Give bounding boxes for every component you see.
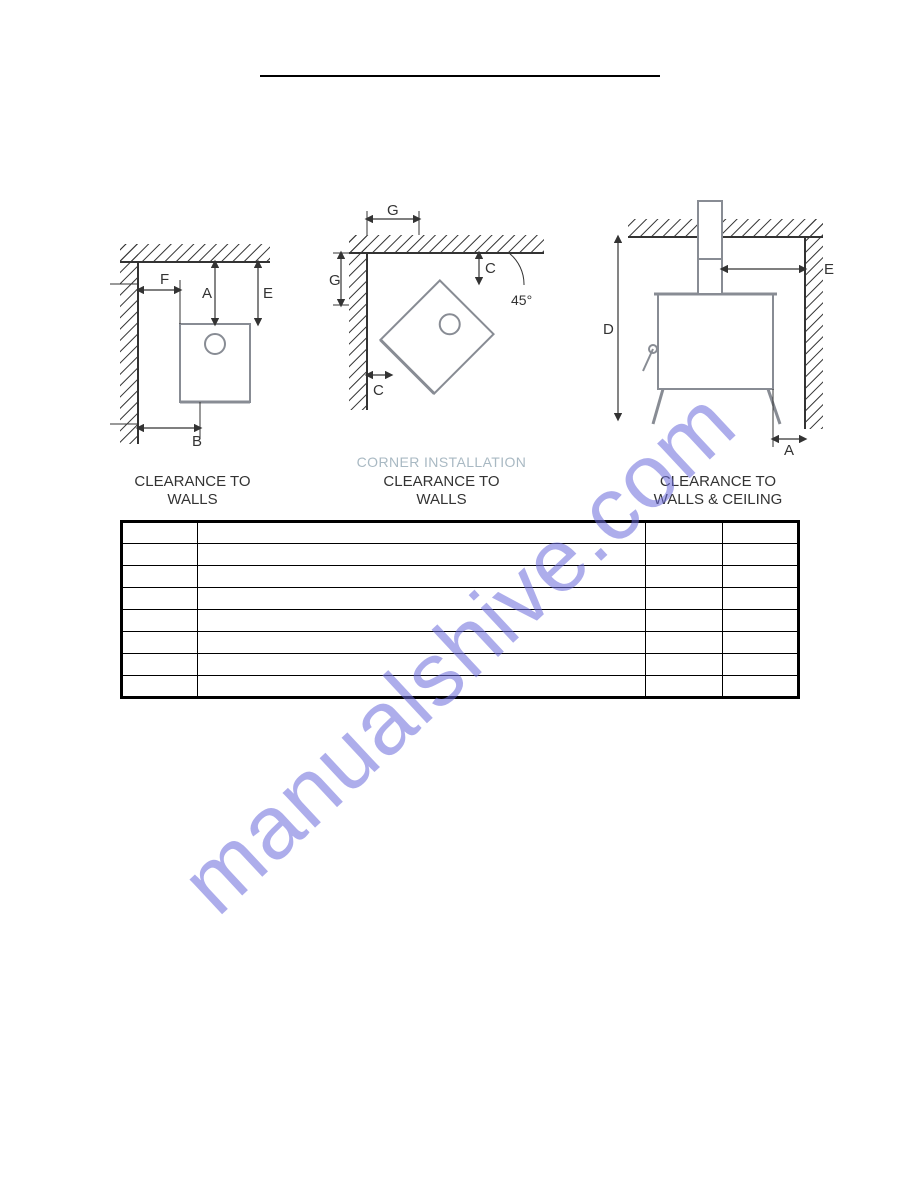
diagram-left: A E F B CLEARANCE TO WALLS: [100, 224, 285, 511]
table-cell: [122, 654, 198, 676]
table-cell: [198, 676, 646, 698]
table-cell: [198, 588, 646, 610]
table-cell: [122, 522, 198, 544]
table-cell: [646, 588, 722, 610]
caption-text: WALLS: [416, 491, 466, 508]
label-angle: 45°: [511, 292, 532, 308]
table-cell: [122, 544, 198, 566]
table-cell: [198, 522, 646, 544]
table-cell: [646, 522, 722, 544]
corner-install-diagram: G G C C 45°: [329, 205, 554, 440]
table-cell: [646, 610, 722, 632]
caption-faded: CORNER INSTALLATION: [357, 454, 527, 470]
label-A: A: [784, 442, 794, 459]
label-C: C: [485, 260, 496, 277]
label-G: G: [387, 205, 399, 219]
caption-text: WALLS: [167, 491, 217, 508]
table-row: [122, 632, 799, 654]
table-cell: [722, 588, 798, 610]
label-E: E: [824, 261, 834, 278]
diagram-right: D E A CLEARANCE TO WALLS & CEILING: [598, 199, 838, 511]
diagrams-row: A E F B CLEARANCE TO WALLS: [100, 180, 838, 510]
table-cell: [646, 566, 722, 588]
table-cell: [722, 632, 798, 654]
clearance-table-grid: [120, 520, 800, 699]
diagram-center: G G C C 45° CORNER INSTALLATION CLEARANC…: [329, 205, 554, 510]
table-cell: [722, 544, 798, 566]
caption-text: CLEARANCE TO: [383, 473, 499, 490]
label-C2: C: [373, 382, 384, 399]
table-row: [122, 522, 799, 544]
table-cell: [122, 632, 198, 654]
label-F: F: [160, 271, 169, 288]
table-row: [122, 676, 799, 698]
table-row: [122, 654, 799, 676]
caption-text: WALLS & CEILING: [654, 491, 783, 508]
table-cell: [646, 676, 722, 698]
label-D: D: [603, 321, 614, 338]
table-cell: [198, 610, 646, 632]
table-cell: [122, 588, 198, 610]
clearance-walls-diagram: A E F B: [100, 224, 285, 459]
clearance-table: [120, 520, 800, 699]
caption-text: CLEARANCE TO: [660, 473, 776, 490]
caption-text: CLEARANCE TO: [134, 473, 250, 490]
label-G2: G: [329, 272, 341, 289]
table-cell: [722, 566, 798, 588]
clearance-ceiling-diagram: D E A: [598, 199, 838, 459]
table-cell: [198, 632, 646, 654]
table-row: [122, 588, 799, 610]
diagram-center-caption: CORNER INSTALLATION CLEARANCE TO WALLS: [357, 454, 527, 510]
table-row: [122, 544, 799, 566]
label-A: A: [202, 285, 212, 302]
table-cell: [198, 566, 646, 588]
diagram-right-caption: CLEARANCE TO WALLS & CEILING: [654, 473, 783, 511]
table-cell: [198, 654, 646, 676]
diagram-left-caption: CLEARANCE TO WALLS: [134, 473, 250, 511]
table-cell: [646, 654, 722, 676]
table-cell: [122, 676, 198, 698]
table-cell: [122, 566, 198, 588]
table-row: [122, 566, 799, 588]
table-cell: [722, 610, 798, 632]
table-cell: [722, 522, 798, 544]
table-cell: [122, 610, 198, 632]
section-rule: [260, 75, 660, 77]
table-row: [122, 610, 799, 632]
label-B: B: [192, 433, 202, 450]
table-cell: [722, 676, 798, 698]
table-cell: [722, 654, 798, 676]
table-cell: [646, 544, 722, 566]
label-E: E: [263, 285, 273, 302]
table-cell: [646, 632, 722, 654]
table-cell: [198, 544, 646, 566]
